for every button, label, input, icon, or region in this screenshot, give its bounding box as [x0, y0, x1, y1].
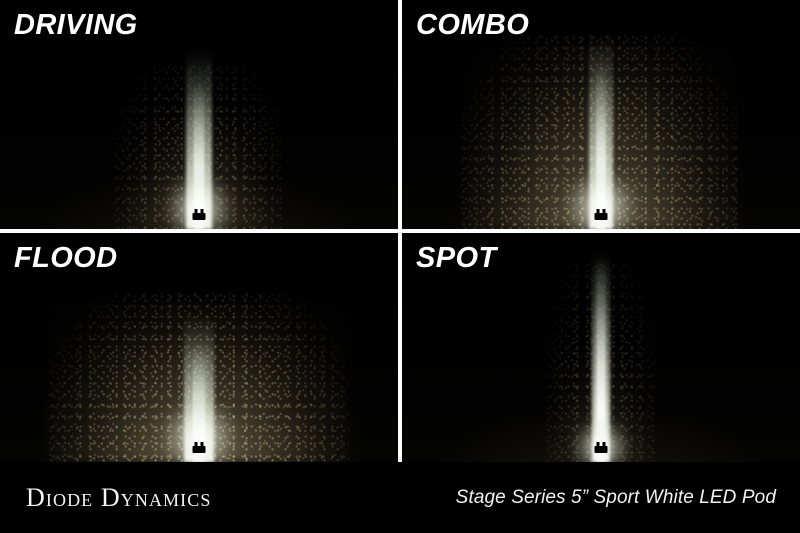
footer-bar: Diode Dynamics Stage Series 5” Sport Whi…	[0, 462, 800, 533]
led-pod-silhouette	[594, 209, 608, 220]
beam-panel-driving: DRIVING	[0, 0, 398, 229]
led-pod-silhouette	[192, 209, 206, 220]
beam-panel-flood: FLOOD	[0, 233, 398, 462]
panel-label-flood: FLOOD	[14, 242, 118, 274]
panel-label-combo: COMBO	[416, 9, 530, 41]
panel-label-spot: SPOT	[416, 242, 497, 274]
led-pod-silhouette	[192, 442, 206, 453]
beam-panel-combo: COMBO	[402, 0, 800, 229]
product-caption: Stage Series 5” Sport White LED Pod	[455, 486, 776, 508]
beam-panel-spot: SPOT	[402, 233, 800, 462]
led-pod-silhouette	[594, 442, 608, 453]
panel-label-driving: DRIVING	[14, 9, 138, 41]
beam-panel-grid: DRIVING COMBO FLOOD	[0, 0, 800, 462]
brand-wordmark: Diode Dynamics	[26, 482, 212, 512]
